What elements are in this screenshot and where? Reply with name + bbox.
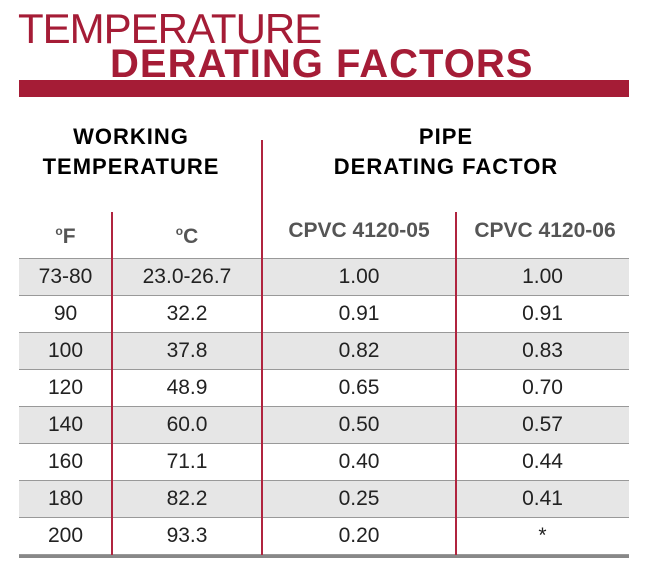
table-cell: 71.1	[166, 450, 208, 473]
table-cell: 120	[47, 376, 84, 399]
table-cell: 60.0	[166, 413, 208, 436]
table-cell: 0.65	[338, 376, 380, 399]
table-cell: 73-80	[38, 265, 93, 288]
table-row: 100 37.8 0.82 0.83	[19, 333, 629, 370]
table-cell: 0.70	[522, 376, 563, 399]
col-header-c: oC	[175, 224, 199, 248]
table-cell: 1.00	[522, 265, 563, 288]
table-row: 73-80 23.0-26.7 1.00 1.00	[19, 259, 629, 296]
table-bottom-rule	[19, 555, 629, 558]
table-cell: 48.9	[166, 376, 208, 399]
title-bar	[19, 80, 629, 97]
table-cell: 23.0-26.7	[142, 265, 232, 288]
header-line: DERATING FACTOR	[333, 154, 559, 179]
header-line: WORKING	[73, 124, 189, 149]
divider	[261, 140, 263, 555]
table-cell: 0.83	[522, 339, 563, 362]
table-cell: 0.91	[522, 302, 563, 325]
table-cell: *	[538, 524, 547, 547]
table-row: 200 93.3 0.20 *	[19, 518, 629, 555]
table-row: 160 71.1 0.40 0.44	[19, 444, 629, 481]
table-row: 120 48.9 0.65 0.70	[19, 370, 629, 407]
title-line-2: DERATING FACTORS	[110, 42, 534, 86]
table-cell: 90	[53, 302, 78, 325]
table-cell: 0.57	[522, 413, 563, 436]
table-cell: 0.50	[338, 413, 380, 436]
table-cell: 37.8	[166, 339, 208, 362]
table-cell: 82.2	[166, 487, 208, 510]
table-cell: 0.40	[338, 450, 380, 473]
header-line: PIPE	[418, 124, 474, 149]
table-cell: 160	[47, 450, 84, 473]
table-cell: 180	[47, 487, 84, 510]
col-header-f: oF	[55, 224, 76, 248]
table-cell: 200	[47, 524, 84, 547]
table-cell: 0.44	[522, 450, 563, 473]
working-temperature-header: WORKING TEMPERATURE	[19, 122, 243, 182]
derating-table: 73-80 23.0-26.7 1.00 1.00 90 32.2 0.91 0.91 100 3…	[19, 259, 629, 555]
table-cell: 140	[47, 413, 84, 436]
title-line-1: TEMPERATURE	[18, 5, 322, 52]
table-row: 140 60.0 0.50 0.57	[19, 407, 629, 444]
table-cell: 0.20	[338, 524, 380, 547]
table-cell: 32.2	[166, 302, 208, 325]
pipe-derating-header: PIPE DERATING FACTOR	[263, 122, 629, 182]
table-cell: 0.82	[338, 339, 380, 362]
divider	[455, 212, 457, 555]
table-cell: 100	[47, 339, 84, 362]
col-header-cpvc-05: CPVC 4120-05	[288, 219, 430, 242]
table-cell: 1.00	[338, 265, 380, 288]
table-cell: 0.41	[522, 487, 563, 510]
table-cell: 0.91	[338, 302, 380, 325]
table-cell: 0.25	[338, 487, 380, 510]
divider	[111, 212, 113, 555]
col-header-cpvc-06: CPVC 4120-06	[474, 219, 616, 242]
table-cell: 93.3	[166, 524, 208, 547]
table-row: 90 32.2 0.91 0.91	[19, 296, 629, 333]
table-top-rule	[19, 258, 629, 259]
table-row: 180 82.2 0.25 0.41	[19, 481, 629, 518]
header-line: TEMPERATURE	[42, 154, 220, 179]
